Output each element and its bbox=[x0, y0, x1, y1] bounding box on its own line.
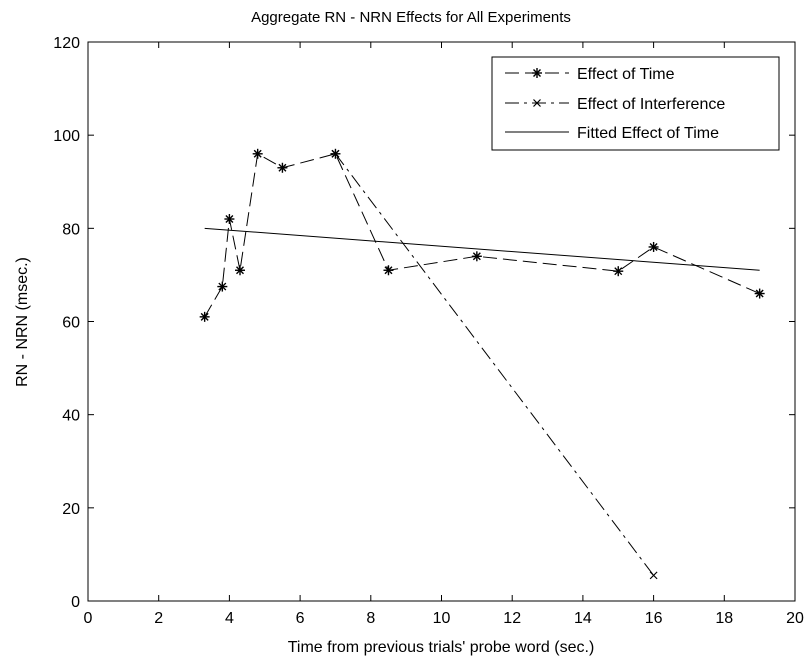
x-axis-label: Time from previous trials' probe word (s… bbox=[288, 639, 595, 656]
y-tick-label: 120 bbox=[53, 35, 80, 52]
data-point bbox=[252, 148, 263, 159]
data-point bbox=[649, 571, 658, 580]
legend-marker bbox=[533, 99, 541, 107]
data-point bbox=[471, 251, 482, 262]
y-tick-label: 80 bbox=[62, 221, 80, 238]
data-point bbox=[217, 281, 228, 292]
y-axis-label: RN - NRN (msec.) bbox=[14, 257, 31, 387]
x-tick-label: 4 bbox=[225, 610, 234, 627]
series-1 bbox=[331, 149, 658, 580]
legend-entry-label: Fitted Effect of Time bbox=[577, 125, 719, 142]
y-tick-label: 40 bbox=[62, 408, 80, 425]
series-2 bbox=[204, 227, 760, 271]
x-tick-label: 20 bbox=[786, 610, 804, 627]
series-layer bbox=[199, 148, 765, 580]
series-0 bbox=[199, 148, 765, 322]
series-line bbox=[335, 153, 654, 576]
x-tick-label: 10 bbox=[433, 610, 451, 627]
chart-title: Aggregate RN - NRN Effects for All Exper… bbox=[251, 9, 571, 26]
data-point bbox=[277, 162, 288, 173]
y-tick-label: 60 bbox=[62, 315, 80, 332]
legend-entry-label: Effect of Time bbox=[577, 66, 675, 83]
x-tick-label: 18 bbox=[715, 610, 733, 627]
data-point bbox=[331, 149, 340, 158]
data-point bbox=[199, 311, 210, 322]
x-tick-label: 6 bbox=[296, 610, 305, 627]
x-axis: 0 2 4 6 8 10 12 14 16 18 20 bbox=[84, 42, 804, 627]
legend: Effect of Time Effect of Interference Fitt… bbox=[491, 56, 780, 151]
legend-entry-label: Effect of Interference bbox=[577, 96, 725, 113]
legend-marker bbox=[532, 68, 542, 78]
data-point bbox=[383, 265, 394, 276]
x-tick-label: 12 bbox=[503, 610, 521, 627]
y-axis: 0 20 40 60 80 100 120 bbox=[53, 35, 795, 611]
data-point bbox=[613, 266, 624, 277]
y-tick-label: 100 bbox=[53, 128, 80, 145]
data-point bbox=[648, 241, 659, 252]
y-tick-label: 20 bbox=[62, 501, 80, 518]
x-tick-label: 2 bbox=[154, 610, 163, 627]
series-line bbox=[204, 227, 760, 271]
x-tick-label: 0 bbox=[84, 610, 93, 627]
y-tick-label: 0 bbox=[71, 594, 80, 611]
x-tick-label: 14 bbox=[574, 610, 592, 627]
x-tick-label: 8 bbox=[366, 610, 375, 627]
data-point bbox=[235, 265, 246, 276]
data-point bbox=[754, 288, 765, 299]
data-point bbox=[224, 214, 235, 225]
x-tick-label: 16 bbox=[645, 610, 663, 627]
